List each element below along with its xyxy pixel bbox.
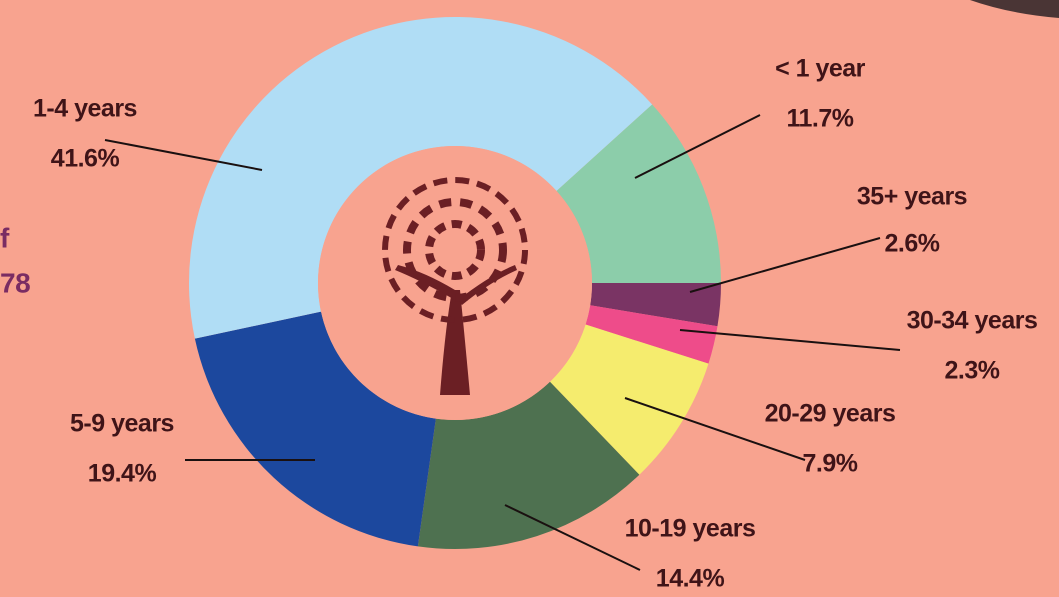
value-label: 14.4% (656, 565, 725, 593)
value-label: 11.7% (786, 105, 853, 133)
category-label: 10-19 years (625, 515, 756, 543)
value-label: 41.6% (51, 145, 120, 173)
value-label: 19.4% (88, 460, 157, 488)
category-label: 5-9 years (70, 410, 174, 438)
chart: f 78 35+ years 2.6% 30-34 years 2.3% 20-29 y… (0, 0, 1059, 597)
category-label: 20-29 years (765, 400, 896, 428)
category-label: 35+ years (857, 183, 967, 211)
side-text: f (0, 222, 10, 253)
category-label: 1-4 years (33, 95, 137, 123)
donut (189, 17, 721, 549)
category-label: < 1 year (775, 55, 866, 83)
value-label: 7.9% (803, 450, 858, 478)
value-label: 2.3% (945, 357, 1000, 385)
side-text: 78 (0, 267, 30, 298)
category-label: 30-34 years (907, 307, 1038, 335)
value-label: 2.6% (885, 230, 940, 258)
